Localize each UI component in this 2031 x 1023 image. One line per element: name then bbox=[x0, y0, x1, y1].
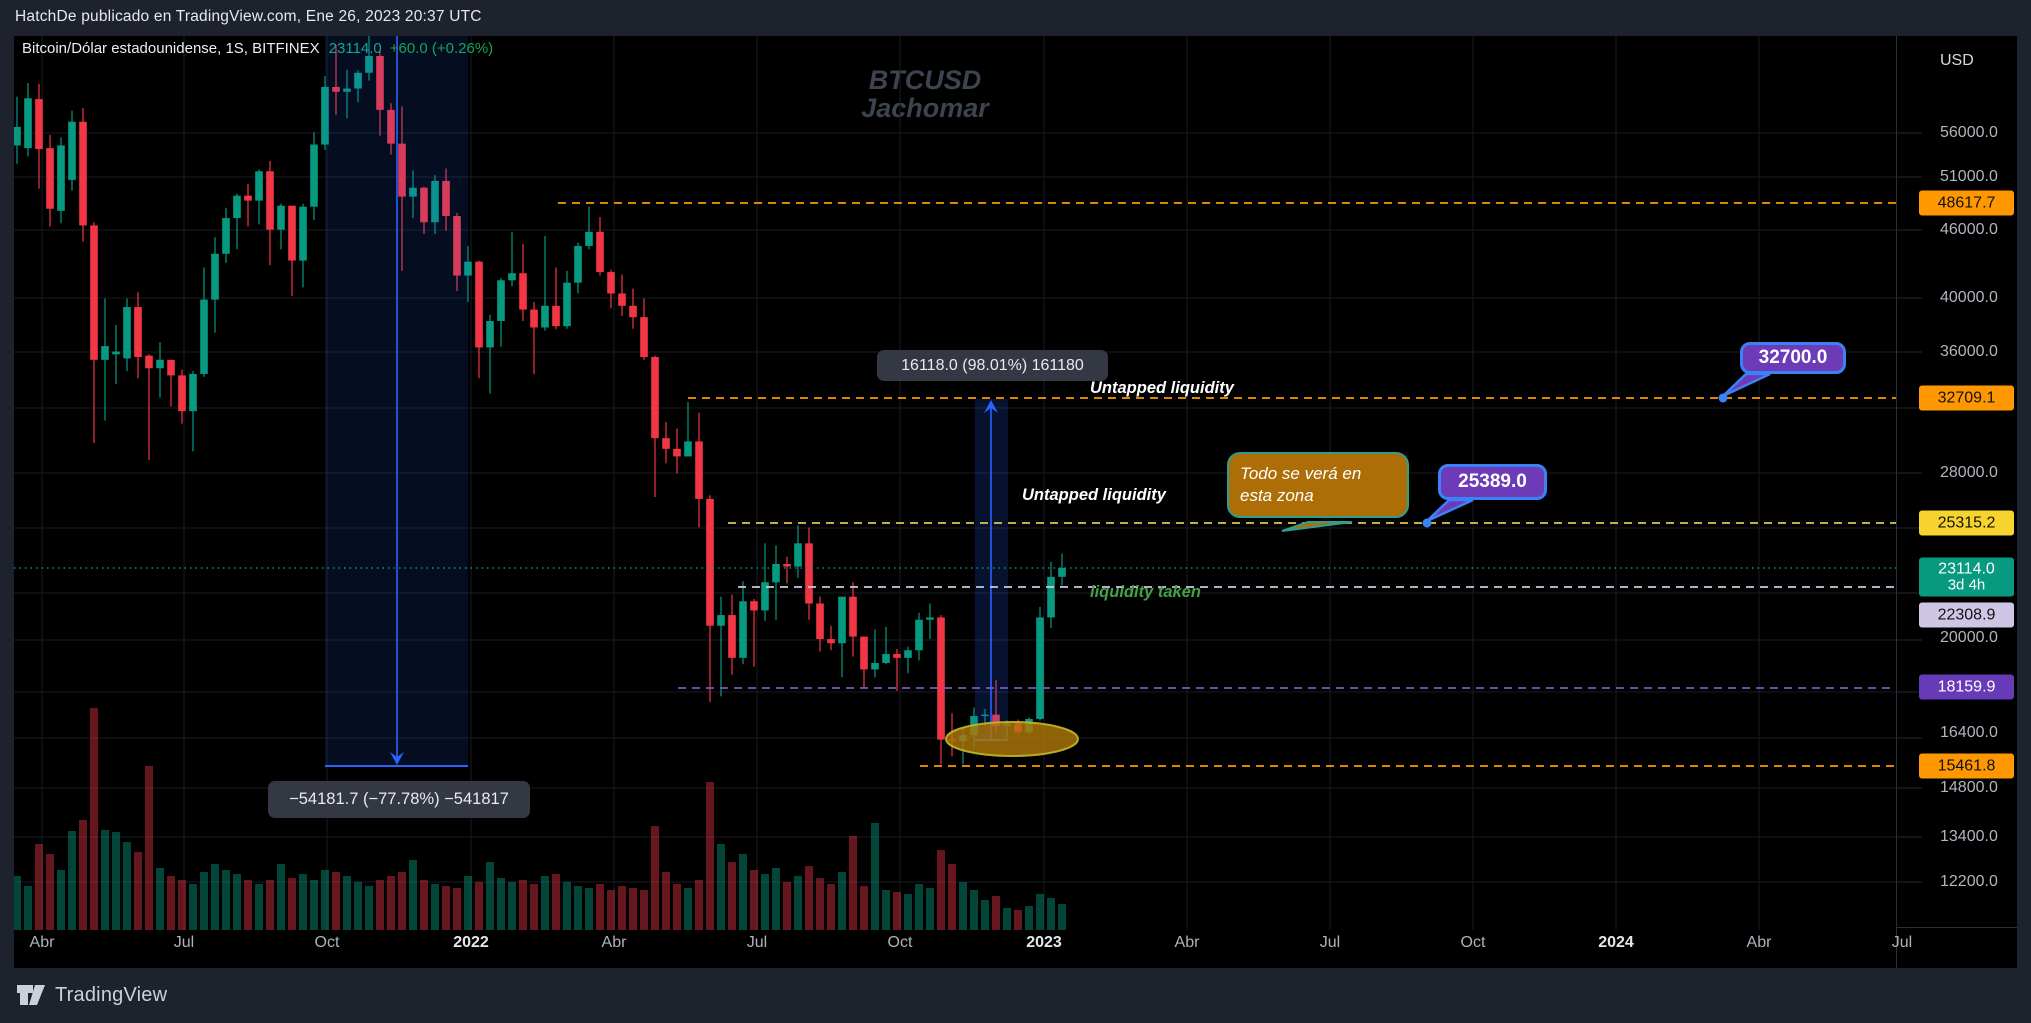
symbol-title[interactable]: Bitcoin/Dólar estadounidense, 1S, BITFIN… bbox=[22, 40, 320, 57]
price-level-label[interactable]: 25315.2 bbox=[1919, 510, 2014, 536]
time-tick: Abr bbox=[1746, 934, 1772, 951]
price-level-label[interactable]: 32709.1 bbox=[1919, 385, 2014, 411]
price-bubble-25389[interactable]: 25389.0 bbox=[1438, 464, 1547, 500]
time-tick: Oct bbox=[314, 934, 340, 951]
watermark-symbol: BTCUSD bbox=[868, 65, 982, 95]
time-tick: Oct bbox=[1460, 934, 1486, 951]
price-change: +60.0 (+0.26%) bbox=[389, 40, 494, 57]
price-level-label[interactable]: 22308.9 bbox=[1919, 602, 2014, 628]
price-level-label[interactable]: 18159.9 bbox=[1919, 674, 2014, 700]
chart-panel[interactable] bbox=[14, 36, 2017, 968]
price-tick: 51000.0 bbox=[1940, 168, 1998, 185]
price-tick: 16400.0 bbox=[1940, 724, 1998, 741]
price-tick: 56000.0 bbox=[1940, 124, 1998, 141]
price-tick: 40000.0 bbox=[1940, 289, 1998, 306]
time-axis-border bbox=[1897, 927, 2017, 928]
time-tick: 2024 bbox=[1598, 934, 1634, 951]
untapped-liquidity-label-upper[interactable]: Untapped liquidity bbox=[1090, 379, 1234, 397]
tradingview-wordmark: TradingView bbox=[55, 983, 168, 1006]
price-level-label[interactable]: 15461.8 bbox=[1919, 753, 2014, 779]
price-tick: 12200.0 bbox=[1940, 873, 1998, 890]
last-price: 23114.0 bbox=[328, 40, 382, 57]
time-tick: Jul bbox=[173, 934, 195, 951]
price-axis-currency: USD bbox=[1940, 52, 1974, 69]
time-tick: Oct bbox=[887, 934, 913, 951]
price-axis-border bbox=[1896, 36, 1897, 968]
zone-callout[interactable]: Todo se verá en esta zona bbox=[1227, 452, 1409, 518]
time-tick: Abr bbox=[29, 934, 55, 951]
price-tick: 36000.0 bbox=[1940, 343, 1998, 360]
watermark-author: Jachomar bbox=[861, 93, 989, 123]
chart-watermark: BTCUSD Jachomar bbox=[800, 66, 1050, 122]
price-axis[interactable]: USD 56000.0 51000.0 46000.0 40000.0 36000.0 28… bbox=[1897, 36, 2017, 927]
liquidity-taken-label[interactable]: liquidity taken bbox=[1090, 583, 1201, 601]
price-level-label[interactable]: 23114.0 3d 4h bbox=[1919, 557, 2014, 597]
label-price: 23114.0 bbox=[1938, 560, 1995, 578]
price-level-label[interactable]: 48617.7 bbox=[1919, 190, 2014, 216]
measure-up-label[interactable]: 16118.0 (98.01%) 161180 bbox=[877, 350, 1108, 381]
price-tick: 13400.0 bbox=[1940, 828, 1998, 845]
footer-bar bbox=[0, 968, 2031, 1023]
price-tick: 14800.0 bbox=[1940, 779, 1998, 796]
tradingview-logo[interactable]: TradingView bbox=[16, 982, 167, 1008]
publish-header: HatchDe publicado en TradingView.com, En… bbox=[0, 0, 2031, 36]
time-tick: 2023 bbox=[1026, 934, 1062, 951]
time-tick: Jul bbox=[1891, 934, 1913, 951]
time-tick: 2022 bbox=[453, 934, 489, 951]
time-axis[interactable]: Abr Jul Oct 2022 Abr Jul Oct 2023 Abr Jul Oct 2024 A… bbox=[14, 930, 1913, 958]
time-tick: Jul bbox=[746, 934, 768, 951]
label-countdown: 3d 4h bbox=[1947, 576, 1986, 594]
tradingview-logo-icon bbox=[17, 985, 45, 1005]
time-tick: Jul bbox=[1319, 934, 1341, 951]
symbol-legend[interactable]: Bitcoin/Dólar estadounidense, 1S, BITFIN… bbox=[22, 40, 493, 57]
time-tick: Abr bbox=[1174, 934, 1200, 951]
price-tick: 46000.0 bbox=[1940, 221, 1998, 238]
publish-title: HatchDe publicado en TradingView.com, En… bbox=[15, 8, 482, 25]
price-tick: 28000.0 bbox=[1940, 464, 1998, 481]
price-tick: 20000.0 bbox=[1940, 629, 1998, 646]
price-bubble-32700[interactable]: 32700.0 bbox=[1740, 342, 1846, 374]
measure-down-label[interactable]: −54181.7 (−77.78%) −541817 bbox=[268, 781, 530, 818]
time-tick: Abr bbox=[601, 934, 627, 951]
untapped-liquidity-label-lower[interactable]: Untapped liquidity bbox=[1022, 486, 1166, 504]
